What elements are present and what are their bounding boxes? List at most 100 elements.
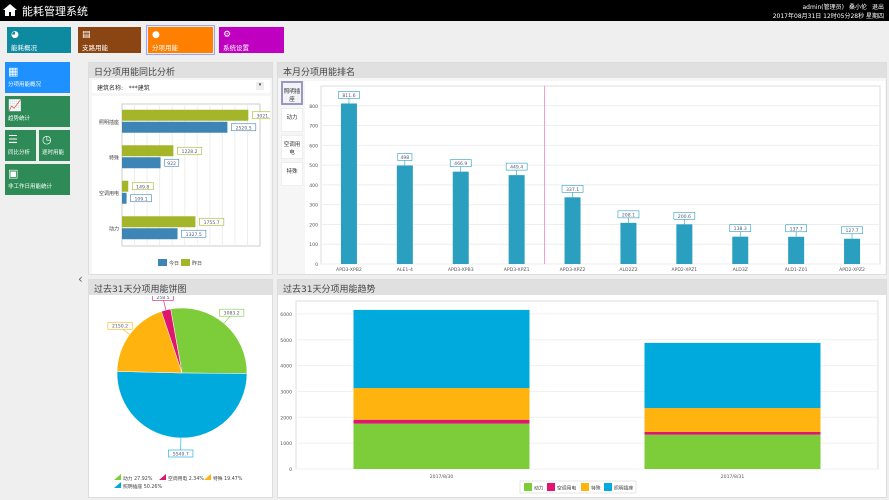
pie-panel: 过去31天分项用能饼图 3083.2 5549.7 2150.2 258.5 动力 27… <box>88 279 273 498</box>
datetime: 2017年08月31日 12时05分28秒 星期四 <box>772 13 884 20</box>
bar-今日 <box>122 157 161 169</box>
nav-label: 分项用能 <box>152 44 178 52</box>
legend-label: 特殊 <box>591 485 601 492</box>
bar-昨日 <box>122 216 196 228</box>
database-icon: ☰ <box>8 133 18 146</box>
data-label: 1755.7 <box>204 220 220 226</box>
data-label: 208.1 <box>622 212 635 218</box>
tab-aircon[interactable]: 空调用电 <box>281 135 303 159</box>
bar <box>396 165 413 264</box>
data-label: 811.6 <box>342 93 355 99</box>
daily-comparison-panel: 日分项用能同比分析 建筑名称: ***建筑 ▾ 照明插座 3021.2 2520.5 特… <box>88 62 273 275</box>
data-label-box <box>252 111 270 120</box>
panel-title: 日分项用能同比分析 <box>89 63 272 78</box>
legend-swatch <box>581 483 589 491</box>
ranking-panel: 本月分项用能排名 照明插座 动力 空调用电 特殊 0 100 200 300 400 50… <box>277 62 887 275</box>
slice-label-box <box>219 308 245 317</box>
y-tick-label: 1000 <box>280 441 292 447</box>
data-label-box <box>785 224 807 233</box>
data-label-box <box>673 212 696 220</box>
legend-label: 照明插座 <box>614 485 633 492</box>
data-label-box <box>449 159 472 167</box>
gauge-icon: ◕ <box>11 30 19 40</box>
chart-icon: ▤ <box>82 30 91 40</box>
x-tick-label: APD2-XPZ2 <box>839 267 865 273</box>
bar <box>508 175 525 264</box>
legend-swatch <box>181 259 190 266</box>
sidebar-label: 同比分析 <box>8 150 31 156</box>
data-label: 137.7 <box>790 226 803 232</box>
dropdown-arrow-icon[interactable]: ▾ <box>256 82 264 90</box>
nav-energy-overview[interactable]: ◕ 能耗概况 <box>7 27 71 53</box>
pie-chart: 3083.2 5549.7 2150.2 258.5 动力 27.92% 空调用电 2.3… <box>107 296 248 490</box>
sidebar-label: 逐时用能 <box>42 150 65 156</box>
y-tick-label: 300 <box>309 203 318 209</box>
stacked-segment-动力 <box>353 423 530 469</box>
y-tick-label: 4000 <box>280 364 292 370</box>
legend-swatch <box>524 483 532 491</box>
sidebar-item-hourly[interactable]: ◷ 逐时用能 <box>39 130 70 161</box>
bar-昨日 <box>122 109 249 121</box>
logout-link[interactable]: 退出 <box>871 4 884 11</box>
stacked-segment-照明插座 <box>353 309 530 389</box>
data-label-box <box>505 162 528 171</box>
data-label: 149.8 <box>136 184 149 190</box>
nav-itemized-energy[interactable]: ● 分项用能 <box>146 25 215 55</box>
tab-power[interactable]: 动力 <box>281 108 303 132</box>
legend-label: 空调用电 <box>557 485 576 492</box>
legend-swatch <box>158 259 167 266</box>
trend-panel: 过去31天分项用能趋势 0 1000 2000 3000 4000 5000 6000 201… <box>277 279 887 498</box>
collapse-arrow-icon[interactable]: ‹ <box>78 272 83 286</box>
bar-今日 <box>122 228 178 240</box>
book-icon: ▦ <box>8 65 19 78</box>
y-tick-label: 700 <box>309 124 318 130</box>
slice-label: 5549.7 <box>173 451 189 457</box>
bar <box>452 171 469 264</box>
user-link[interactable]: admin(管理员) <box>802 4 844 11</box>
slice-label: 3083.2 <box>224 311 240 317</box>
legend-swatch <box>547 483 555 491</box>
data-label-box <box>397 153 413 161</box>
nav-label: 支路用能 <box>82 44 108 52</box>
data-label: 466.9 <box>454 161 467 167</box>
sidebar-item-trend[interactable]: 📈 趋势统计 <box>5 96 70 127</box>
sidebar-item-nonworkday[interactable]: ▣ 非工作日用能统计 <box>5 164 70 195</box>
slice-label: 2150.2 <box>112 324 128 330</box>
stacked-segment-照明插座 <box>644 342 821 409</box>
y-tick-label: 100 <box>309 242 318 248</box>
trend-icon: 📈 <box>8 99 22 112</box>
y-tick-label: 照明插座 <box>99 119 119 126</box>
sidebar-item-yoy[interactable]: ☰ 同比分析 <box>5 130 36 161</box>
x-tick-label: ALD3Z <box>733 267 748 273</box>
x-tick-label: 2017/8/30 <box>430 474 454 480</box>
x-tick-label: ALE1-4 <box>397 267 413 273</box>
tab-special[interactable]: 特殊 <box>281 162 303 186</box>
legend-swatch <box>114 474 121 480</box>
data-label-box <box>617 210 640 219</box>
tab-lighting[interactable]: 照明插座 <box>281 81 303 105</box>
building-select[interactable]: 建筑名称: ***建筑 ▾ <box>92 80 270 93</box>
data-label-box <box>199 217 225 226</box>
data-label: 922 <box>167 161 176 167</box>
daily-bar-chart: 照明插座 3021.2 2520.5 特殊 1228.2 922 空调用电 149.8 109.… <box>92 96 270 274</box>
y-tick-label: 3000 <box>280 389 292 395</box>
pie-slice-动力 <box>170 307 248 374</box>
data-label-box <box>561 185 584 193</box>
calendar-icon: ▣ <box>8 167 19 180</box>
data-label: 449.4 <box>510 165 523 171</box>
x-tick-label: APD3-XPZ2 <box>560 267 586 273</box>
y-tick-label: 0 <box>315 262 318 268</box>
bar <box>788 236 805 264</box>
edit-link[interactable]: 桑小伦 <box>848 4 867 11</box>
x-tick-label: APD3-XPB3 <box>448 267 474 273</box>
nav-branch-energy[interactable]: ▤ 支路用能 <box>78 27 141 53</box>
legend-swatch <box>159 474 166 480</box>
panel-title: 过去31天分项用能饼图 <box>89 280 272 295</box>
y-tick-label: 800 <box>309 104 318 110</box>
sidebar-item-overview[interactable]: ▦ 分项用能概况 <box>5 62 70 93</box>
stacked-segment-空调用电 <box>353 419 530 424</box>
home-icon[interactable] <box>3 3 17 17</box>
data-label-box <box>131 182 154 191</box>
nav-system-settings[interactable]: ⚙ 系统设置 <box>219 27 284 53</box>
clock-icon: ◷ <box>42 133 52 146</box>
